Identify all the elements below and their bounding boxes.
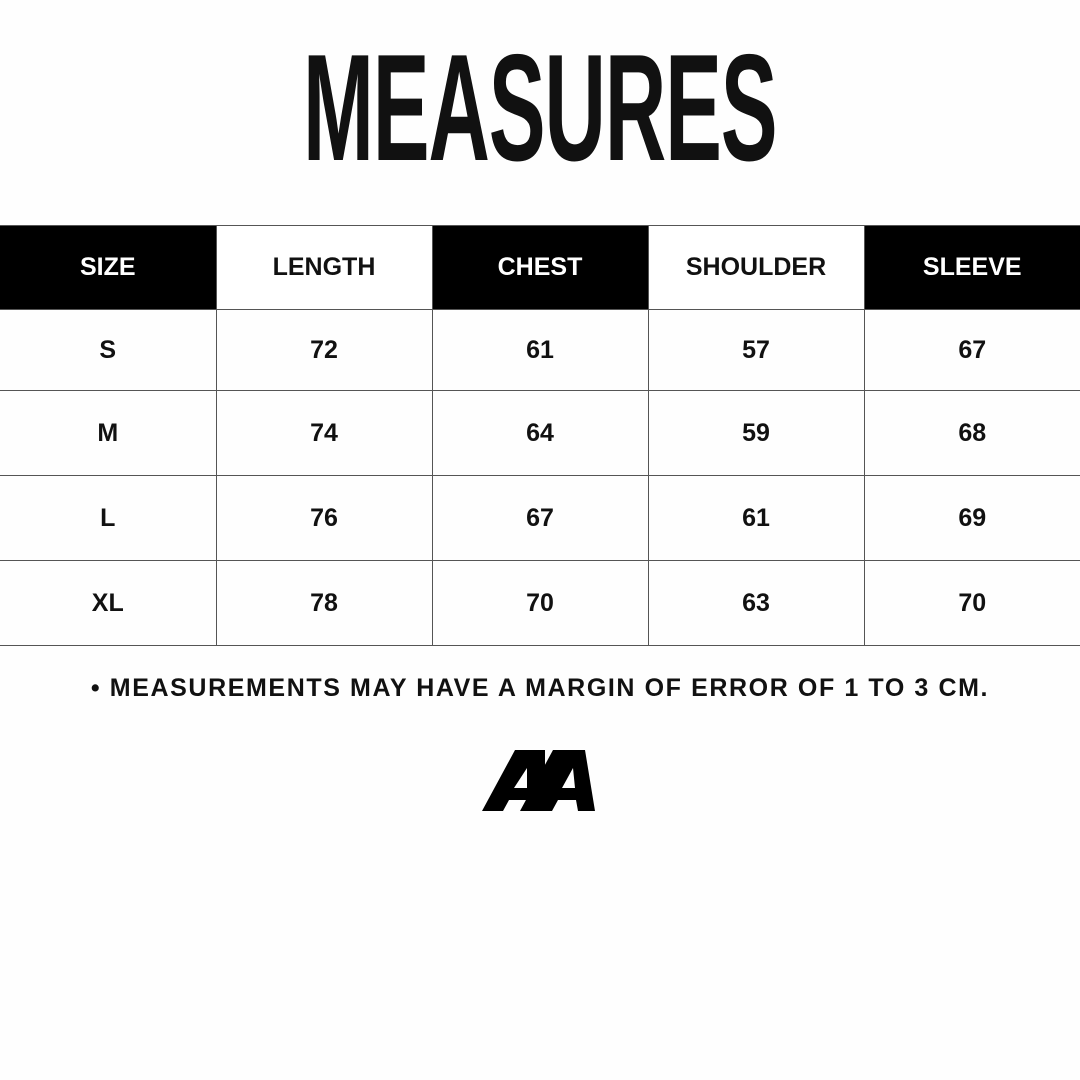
header-size: SIZE <box>0 225 217 310</box>
header-shoulder: SHOULDER <box>647 225 865 310</box>
cell-sleeve: 70 <box>863 560 1080 646</box>
cell-shoulder: 57 <box>647 309 865 391</box>
brand-logo <box>482 750 595 811</box>
page-title: MEASURES <box>0 28 1080 188</box>
table-row: S 72 61 57 67 <box>0 309 1080 391</box>
size-chart-table: SIZE LENGTH CHEST SHOULDER SLEEVE S 72 61 5… <box>0 225 1080 646</box>
cell-sleeve: 68 <box>863 390 1080 476</box>
header-length: LENGTH <box>215 225 433 310</box>
table-row: XL 78 70 63 70 <box>0 560 1080 646</box>
page-title-text: MEASURES <box>303 23 778 193</box>
cell-shoulder: 63 <box>647 560 865 646</box>
cell-length: 74 <box>215 390 433 476</box>
table-row: L 76 67 61 69 <box>0 475 1080 561</box>
cell-sleeve: 67 <box>863 309 1080 391</box>
header-chest: CHEST <box>431 225 649 310</box>
cell-size: S <box>0 309 217 391</box>
cell-sleeve: 69 <box>863 475 1080 561</box>
cell-size: M <box>0 390 217 476</box>
logo-letter-a-right <box>520 750 595 811</box>
cell-shoulder: 61 <box>647 475 865 561</box>
header-sleeve: SLEEVE <box>863 225 1080 310</box>
measurement-note: • MEASUREMENTS MAY HAVE A MARGIN OF ERRO… <box>90 674 990 702</box>
table-row: M 74 64 59 68 <box>0 390 1080 476</box>
cell-chest: 64 <box>431 390 649 476</box>
cell-chest: 61 <box>431 309 649 391</box>
cell-length: 72 <box>215 309 433 391</box>
cell-chest: 70 <box>431 560 649 646</box>
cell-length: 78 <box>215 560 433 646</box>
cell-size: XL <box>0 560 217 646</box>
cell-length: 76 <box>215 475 433 561</box>
cell-shoulder: 59 <box>647 390 865 476</box>
cell-chest: 67 <box>431 475 649 561</box>
cell-size: L <box>0 475 217 561</box>
header-row: SIZE LENGTH CHEST SHOULDER SLEEVE <box>0 225 1080 310</box>
